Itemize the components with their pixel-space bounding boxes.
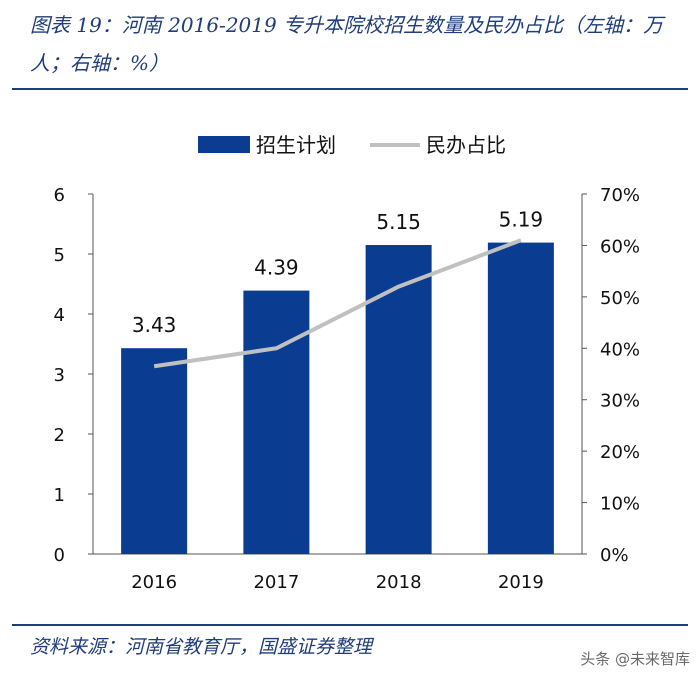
x-tick-label: 2018	[376, 572, 422, 593]
right-tick-label: 60%	[600, 236, 640, 257]
legend-label-bar: 招生计划	[256, 133, 336, 157]
bar	[243, 290, 310, 554]
bar-value-label: 5.15	[376, 210, 421, 234]
right-tick-label: 70%	[600, 185, 640, 206]
bar	[487, 242, 554, 554]
legend: 招生计划 民办占比	[198, 133, 506, 157]
x-tick-label: 2019	[498, 572, 544, 593]
legend-swatch-bar	[198, 136, 250, 153]
left-tick-label: 1	[54, 485, 65, 506]
right-tick-label: 30%	[600, 391, 640, 412]
right-tick-label: 0%	[600, 545, 629, 566]
left-tick-label: 3	[54, 365, 65, 386]
legend-label-line: 民办占比	[426, 133, 506, 157]
left-tick-label: 5	[54, 245, 65, 266]
x-axis-ticks: 2016 2017 2018 2019	[131, 572, 544, 593]
line-series	[153, 238, 522, 369]
right-tick-label: 20%	[600, 442, 640, 463]
right-tick-label: 10%	[600, 494, 640, 515]
left-tick-label: 0	[54, 545, 65, 566]
chart-title: 图表 19：河南 2016-2019 专升本院校招生数量及民办占比（左轴：万人；…	[30, 13, 664, 75]
x-tick-label: 2017	[253, 572, 299, 593]
bar-series	[121, 242, 554, 554]
chart-area: 招生计划 民办占比 3.434.395.15 5.19 2016 2017 2018 2…	[54, 133, 640, 593]
data-labels: 3.43 4.39 5.15 5.19	[132, 208, 543, 338]
title-divider	[12, 88, 688, 90]
right-tick-label: 50%	[600, 288, 640, 309]
bar-value-label: 5.19	[499, 208, 544, 232]
share-line	[153, 238, 522, 369]
source-divider	[12, 624, 688, 626]
right-tick-label: 40%	[600, 339, 640, 360]
bar	[365, 245, 432, 554]
bar-value-label: 3.43	[132, 313, 177, 337]
left-tick-label: 4	[54, 305, 65, 326]
bar	[121, 348, 188, 554]
left-tick-label: 6	[54, 185, 65, 206]
bar-value-label: 4.39	[254, 256, 299, 280]
x-tick-label: 2016	[131, 572, 177, 593]
left-tick-label: 2	[54, 425, 65, 446]
watermark: 头条 @未来智库	[580, 650, 690, 668]
source-note: 资料来源：河南省教育厅，国盛证券整理	[30, 636, 373, 658]
